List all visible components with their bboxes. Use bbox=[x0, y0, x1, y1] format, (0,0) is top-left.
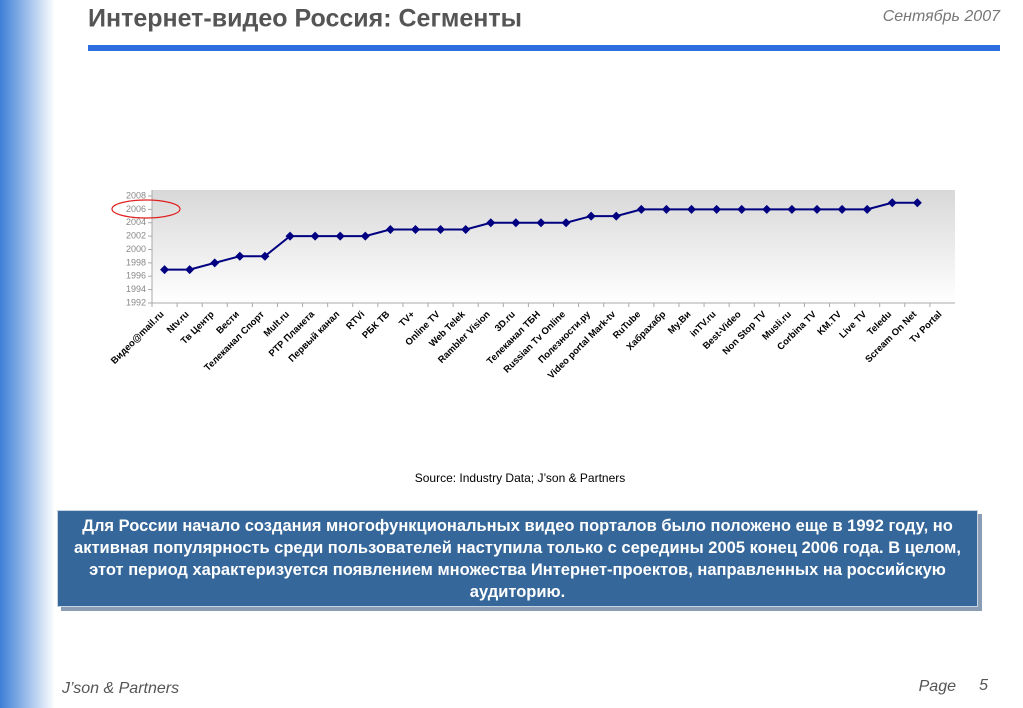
marker bbox=[360, 231, 370, 241]
highlight bbox=[111, 199, 181, 219]
x-tick-label: TV+ bbox=[397, 309, 418, 330]
x-tick-label: РБК ТВ bbox=[360, 309, 392, 341]
summary-box: Для России начало создания многофункцион… bbox=[57, 510, 978, 607]
y-tick-label: 1998 bbox=[126, 257, 146, 267]
plot-area bbox=[152, 190, 955, 303]
company: J’son & Partners bbox=[61, 680, 179, 697]
marker bbox=[335, 231, 345, 241]
marker bbox=[486, 218, 496, 228]
y-tick-label: 1992 bbox=[126, 297, 146, 307]
marker bbox=[862, 204, 872, 214]
y-tick-label: 2004 bbox=[126, 217, 146, 227]
y-tick-label: 2002 bbox=[126, 231, 146, 241]
title-rule bbox=[88, 45, 1000, 51]
y-tick-label: 1996 bbox=[126, 271, 146, 281]
marker bbox=[385, 224, 395, 234]
page-label: Page bbox=[919, 678, 956, 695]
marker bbox=[410, 224, 420, 234]
x-tick-label: Live TV bbox=[837, 309, 869, 341]
marker bbox=[536, 218, 546, 228]
marker bbox=[561, 218, 571, 228]
marker bbox=[436, 224, 446, 234]
summary-text: Для России начало создания многофункцион… bbox=[74, 516, 961, 601]
marker bbox=[787, 204, 797, 214]
marker bbox=[160, 265, 170, 275]
marker bbox=[285, 231, 295, 241]
marker bbox=[210, 258, 220, 268]
source: Source: Industry Data; J’son & Partners bbox=[415, 471, 626, 485]
page-number: 5 bbox=[979, 677, 988, 694]
marker bbox=[511, 218, 521, 228]
y-tick-label: 2008 bbox=[126, 190, 146, 200]
marker bbox=[712, 204, 722, 214]
marker bbox=[837, 204, 847, 214]
marker bbox=[461, 224, 471, 234]
side-stripe bbox=[0, 0, 55, 708]
marker bbox=[260, 251, 270, 261]
marker bbox=[887, 198, 897, 208]
title: Интернет-видео Россия: Сегменты bbox=[88, 5, 522, 33]
marker bbox=[310, 231, 320, 241]
marker bbox=[185, 265, 195, 275]
y-tick-label: 2000 bbox=[126, 244, 146, 254]
marker bbox=[636, 204, 646, 214]
marker bbox=[661, 204, 671, 214]
y-tick-label: 1994 bbox=[126, 284, 146, 294]
date: Сентябрь 2007 bbox=[883, 8, 1001, 25]
marker bbox=[687, 204, 697, 214]
marker bbox=[912, 198, 922, 208]
x-tick-label: Видео@mail.ru bbox=[109, 309, 167, 367]
marker bbox=[737, 204, 747, 214]
marker bbox=[762, 204, 772, 214]
marker bbox=[586, 211, 596, 221]
marker bbox=[812, 204, 822, 214]
y-tick-label: 2006 bbox=[126, 204, 146, 214]
marker bbox=[611, 211, 621, 221]
marker bbox=[235, 251, 245, 261]
